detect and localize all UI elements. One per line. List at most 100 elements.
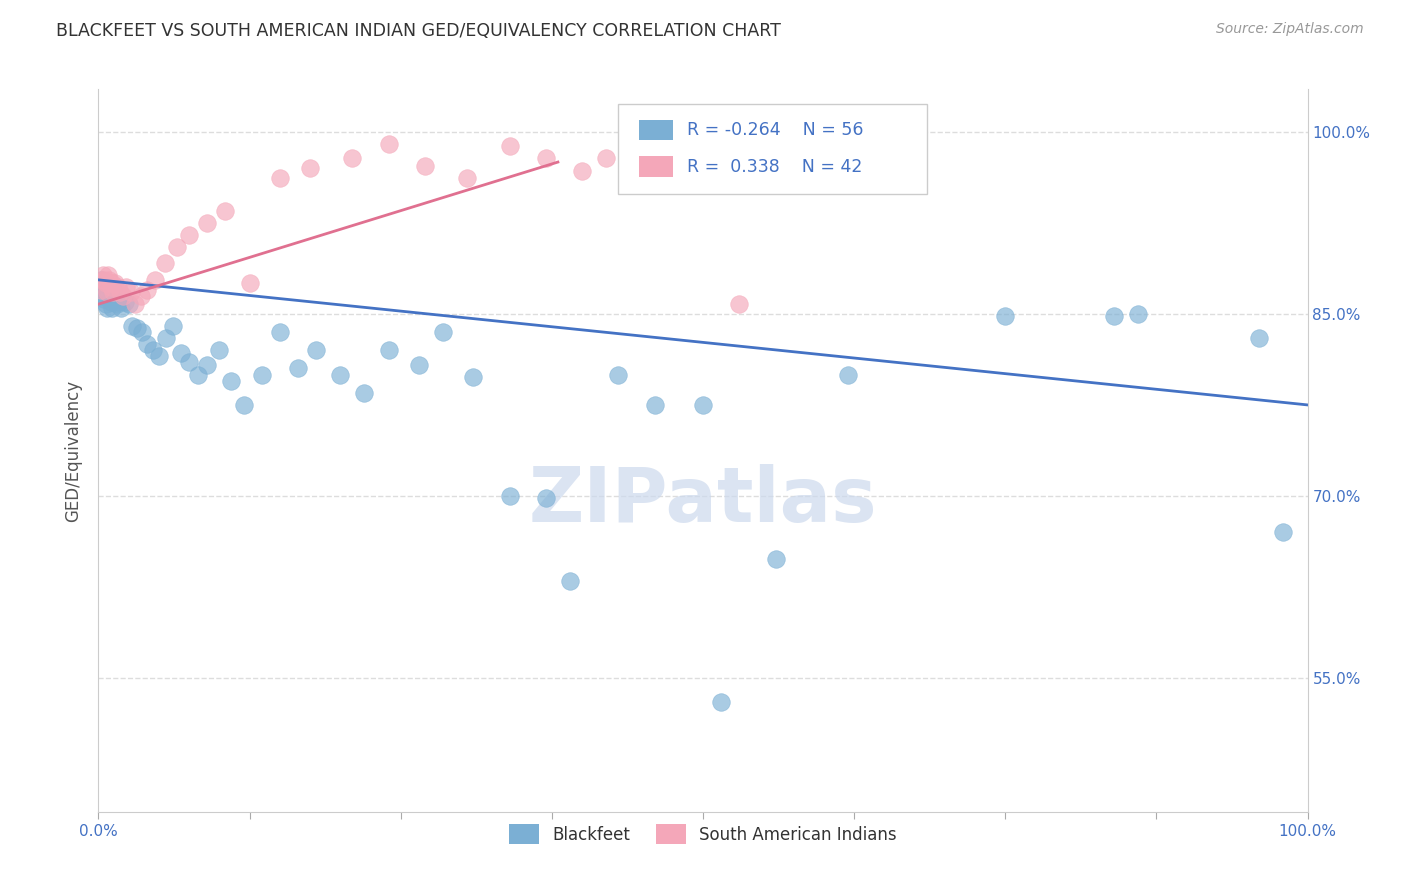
Point — [148, 349, 170, 363]
Point — [166, 240, 188, 254]
Point — [558, 574, 581, 588]
Point — [93, 293, 115, 307]
Point — [595, 152, 617, 166]
Point — [728, 297, 751, 311]
Text: Source: ZipAtlas.com: Source: ZipAtlas.com — [1216, 22, 1364, 37]
Point — [668, 152, 690, 166]
Point — [124, 297, 146, 311]
Point — [692, 170, 714, 185]
Legend: Blackfeet, South American Indians: Blackfeet, South American Indians — [503, 818, 903, 850]
Point — [131, 325, 153, 339]
Point — [96, 301, 118, 315]
Point — [456, 170, 478, 185]
Point — [143, 273, 166, 287]
Point — [100, 294, 122, 309]
Y-axis label: GED/Equivalency: GED/Equivalency — [65, 379, 83, 522]
Point — [232, 398, 254, 412]
Point — [1128, 307, 1150, 321]
Point — [115, 280, 138, 294]
Point — [287, 361, 309, 376]
Point — [269, 325, 291, 339]
Point — [162, 318, 184, 333]
Point — [127, 321, 149, 335]
Point — [239, 277, 262, 291]
Point — [994, 310, 1017, 324]
FancyBboxPatch shape — [638, 120, 673, 141]
Point — [111, 288, 134, 302]
Point — [1102, 310, 1125, 324]
Point — [179, 227, 201, 242]
Point — [221, 374, 243, 388]
Point — [108, 294, 131, 309]
Point — [118, 297, 141, 311]
Point — [329, 368, 352, 382]
Point — [90, 273, 112, 287]
Point — [195, 216, 218, 230]
Point — [93, 273, 115, 287]
Point — [97, 268, 120, 282]
Point — [100, 301, 122, 315]
Point — [269, 170, 291, 185]
Point — [135, 337, 157, 351]
Point — [250, 368, 273, 382]
Point — [644, 139, 666, 153]
Point — [187, 368, 209, 382]
Point — [837, 368, 859, 382]
Point — [432, 325, 454, 339]
Point — [377, 136, 399, 151]
Text: R = -0.264    N = 56: R = -0.264 N = 56 — [688, 121, 863, 139]
Point — [129, 288, 152, 302]
Point — [534, 152, 557, 166]
Point — [103, 293, 125, 307]
Point — [91, 283, 114, 297]
Point — [91, 288, 114, 302]
Point — [155, 331, 177, 345]
Text: BLACKFEET VS SOUTH AMERICAN INDIAN GED/EQUIVALENCY CORRELATION CHART: BLACKFEET VS SOUTH AMERICAN INDIAN GED/E… — [56, 22, 782, 40]
FancyBboxPatch shape — [619, 103, 927, 194]
Point — [498, 489, 520, 503]
Point — [377, 343, 399, 358]
Point — [153, 256, 176, 270]
Point — [94, 277, 117, 291]
Point — [408, 358, 430, 372]
Point — [644, 398, 666, 412]
Point — [619, 163, 641, 178]
Point — [195, 358, 218, 372]
Point — [107, 280, 129, 294]
Point — [114, 294, 136, 309]
Point — [135, 283, 157, 297]
Point — [498, 139, 520, 153]
Point — [91, 268, 114, 282]
Point — [98, 273, 121, 287]
Point — [692, 398, 714, 412]
Text: R =  0.338    N = 42: R = 0.338 N = 42 — [688, 158, 863, 176]
Point — [100, 277, 122, 291]
Point — [101, 285, 124, 299]
Point — [607, 368, 630, 382]
Point — [108, 285, 131, 299]
Point — [342, 152, 364, 166]
Point — [179, 355, 201, 369]
Point — [90, 283, 112, 297]
Point — [105, 297, 128, 311]
Point — [1272, 525, 1295, 540]
Point — [110, 301, 132, 315]
Point — [121, 318, 143, 333]
Point — [208, 343, 231, 358]
Point — [214, 203, 236, 218]
Point — [710, 695, 733, 709]
Point — [463, 370, 485, 384]
Point — [413, 159, 436, 173]
Point — [101, 283, 124, 297]
Point — [120, 285, 142, 299]
FancyBboxPatch shape — [638, 156, 673, 177]
Point — [571, 163, 593, 178]
Point — [299, 161, 322, 175]
Point — [142, 343, 165, 358]
Point — [534, 491, 557, 506]
Point — [353, 385, 375, 400]
Point — [98, 280, 121, 294]
Point — [104, 277, 127, 291]
Point — [91, 273, 114, 287]
Point — [169, 345, 191, 359]
